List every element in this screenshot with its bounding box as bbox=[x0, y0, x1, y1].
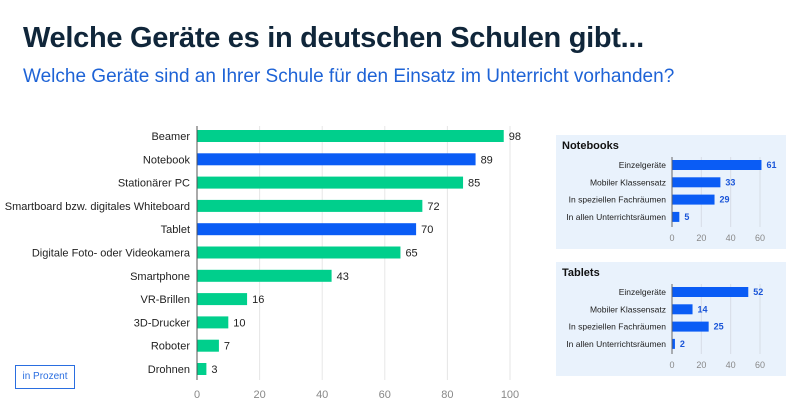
panel-title: Notebooks bbox=[562, 140, 619, 152]
bar bbox=[672, 304, 693, 315]
data-label: 29 bbox=[720, 195, 730, 205]
bar bbox=[672, 211, 680, 222]
data-label: 3 bbox=[211, 364, 217, 376]
data-label: 72 bbox=[427, 201, 439, 213]
category-label: Einzelgeräte bbox=[619, 287, 667, 297]
x-tick-label: 80 bbox=[441, 389, 453, 401]
x-tick-label: 0 bbox=[669, 233, 674, 243]
data-label: 52 bbox=[753, 287, 763, 297]
category-label: Mobiler Klassensatz bbox=[590, 304, 666, 314]
x-tick-label: 60 bbox=[755, 233, 765, 243]
x-tick-label: 20 bbox=[696, 233, 706, 243]
bar bbox=[672, 338, 675, 349]
category-label: Mobiler Klassensatz bbox=[590, 177, 666, 187]
data-label: 61 bbox=[766, 160, 776, 170]
data-label: 65 bbox=[405, 248, 417, 260]
category-label: In allen Unterrichtsräumen bbox=[566, 339, 666, 349]
category-label: 3D-Drucker bbox=[134, 317, 191, 329]
category-label: Einzelgeräte bbox=[619, 160, 667, 170]
bar bbox=[197, 153, 476, 166]
category-label: In speziellen Fachräumen bbox=[569, 322, 667, 332]
category-label: VR-Brillen bbox=[140, 294, 190, 306]
bar bbox=[672, 177, 721, 188]
data-label: 14 bbox=[698, 304, 708, 314]
data-label: 7 bbox=[224, 341, 230, 353]
bar bbox=[672, 287, 749, 297]
bar bbox=[197, 316, 229, 329]
x-tick-label: 20 bbox=[253, 389, 265, 401]
panel-background bbox=[556, 135, 786, 249]
data-label: 5 bbox=[684, 212, 689, 222]
bar bbox=[197, 339, 219, 352]
bar bbox=[672, 160, 762, 170]
category-label: Beamer bbox=[151, 131, 190, 143]
category-label: In allen Unterrichtsräumen bbox=[566, 212, 666, 222]
bar bbox=[197, 130, 504, 142]
panel-title: Tablets bbox=[562, 267, 600, 279]
category-label: Drohnen bbox=[148, 364, 190, 376]
bar bbox=[197, 199, 423, 212]
category-label: Tablet bbox=[161, 224, 190, 236]
unit-label: in Prozent bbox=[15, 365, 75, 389]
x-tick-label: 0 bbox=[194, 389, 200, 401]
x-tick-label: 0 bbox=[669, 360, 674, 370]
data-label: 25 bbox=[714, 322, 724, 332]
panel-background bbox=[556, 262, 786, 376]
bar bbox=[197, 293, 248, 306]
data-label: 33 bbox=[725, 177, 735, 187]
x-tick-label: 40 bbox=[726, 360, 736, 370]
x-tick-label: 20 bbox=[696, 360, 706, 370]
x-tick-label: 40 bbox=[316, 389, 328, 401]
category-label: Stationärer PC bbox=[118, 178, 190, 190]
page-subtitle: Welche Geräte sind an Ihrer Schule für d… bbox=[23, 66, 675, 87]
bar bbox=[197, 363, 207, 375]
data-label: 98 bbox=[509, 131, 521, 143]
x-tick-label: 100 bbox=[501, 389, 519, 401]
x-tick-label: 40 bbox=[726, 233, 736, 243]
x-tick-label: 60 bbox=[755, 360, 765, 370]
bar bbox=[672, 321, 709, 332]
category-label: Digitale Foto- oder Videokamera bbox=[32, 248, 191, 260]
data-label: 89 bbox=[481, 154, 493, 166]
category-label: Smartboard bzw. digitales Whiteboard bbox=[5, 201, 190, 213]
page-title: Welche Geräte es in deutschen Schulen gi… bbox=[23, 22, 644, 54]
data-label: 10 bbox=[233, 317, 245, 329]
category-label: Roboter bbox=[151, 341, 190, 353]
category-label: Notebook bbox=[143, 154, 191, 166]
bar bbox=[197, 223, 417, 236]
bar bbox=[197, 246, 401, 259]
data-label: 85 bbox=[468, 178, 480, 190]
data-label: 70 bbox=[421, 224, 433, 236]
bar bbox=[197, 176, 464, 189]
data-label: 43 bbox=[337, 271, 349, 283]
category-label: Smartphone bbox=[130, 271, 190, 283]
bar bbox=[197, 269, 332, 282]
category-label: In speziellen Fachräumen bbox=[569, 195, 667, 205]
data-label: 2 bbox=[680, 339, 685, 349]
bar bbox=[672, 194, 715, 205]
data-label: 16 bbox=[252, 294, 264, 306]
x-tick-label: 60 bbox=[379, 389, 391, 401]
